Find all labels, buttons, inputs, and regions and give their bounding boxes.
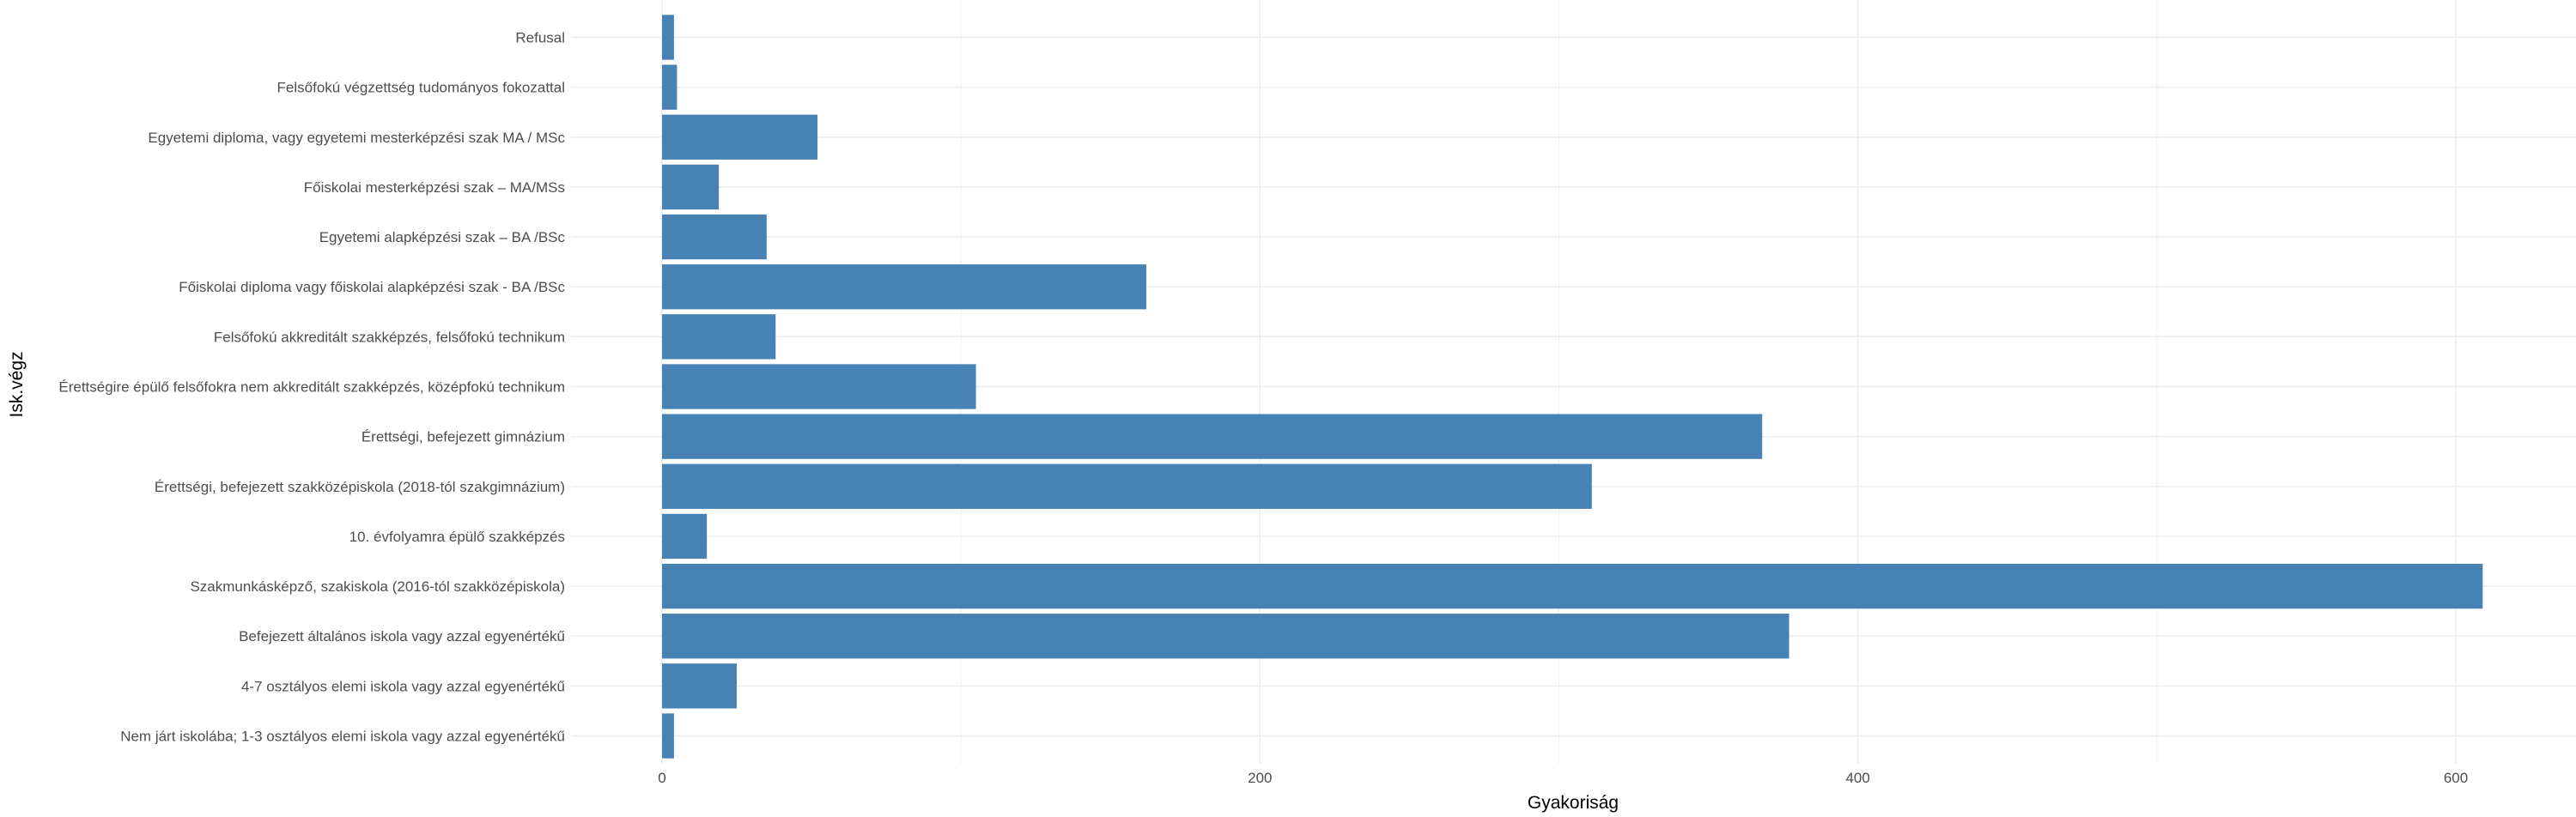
category-label: Befejezett általános iskola vagy azzal e… (239, 628, 565, 645)
bar (662, 364, 976, 409)
category-label: 10. évfolyamra épülő szakképzés (349, 529, 565, 545)
bar (662, 713, 674, 759)
x-tick-label: 200 (1248, 770, 1272, 786)
x-tick-label: 0 (658, 770, 665, 786)
bar (662, 314, 776, 360)
x-tick-label: 600 (2444, 770, 2468, 786)
bar (662, 15, 674, 60)
bar (662, 64, 677, 110)
bar (662, 414, 1763, 459)
bar (662, 563, 2483, 609)
bar (662, 463, 1592, 509)
category-labels: Nem járt iskolába; 1-3 osztályos elemi i… (58, 30, 565, 745)
category-label: Főiskolai mesterképzési szak – MA/MSs (304, 179, 565, 196)
category-label: Nem járt iskolába; 1-3 osztályos elemi i… (120, 729, 565, 745)
x-tick-label: 400 (1845, 770, 1869, 786)
bar (662, 164, 720, 210)
category-label: Szakmunkásképző, szakiskola (2016-tól sz… (190, 578, 565, 595)
bar (662, 214, 767, 260)
category-label: Refusal (515, 30, 565, 46)
bars (662, 15, 2483, 759)
category-label: Érettségi, befejezett szakközépiskola (2… (155, 479, 565, 495)
category-label: Érettségire épülő felsőfokra nem akkredi… (58, 379, 565, 396)
bar (662, 264, 1147, 310)
bar (662, 513, 708, 560)
x-tick-labels: 0 200 400 600 (658, 770, 2468, 786)
category-label: Felsőfokú végzettség tudományos fokozatt… (277, 80, 565, 96)
category-label: Érettségi, befejezett gimnázium (361, 429, 565, 445)
bar (662, 114, 818, 160)
category-label: Főiskolai diploma vagy főiskolai alapkép… (179, 279, 565, 295)
category-label: Egyetemi diploma, vagy egyetemi mesterké… (148, 130, 565, 146)
bar (662, 663, 738, 709)
bar (662, 614, 1789, 659)
category-label: Egyetemi alapképzési szak – BA /BSc (319, 229, 566, 245)
category-label: Felsőfokú akkreditált szakképzés, felsőf… (214, 329, 565, 345)
y-axis-title: Isk.végz (7, 351, 27, 417)
x-axis-title: Gyakoriság (1528, 793, 1619, 813)
category-label: 4-7 osztályos elemi iskola vagy azzal eg… (241, 678, 565, 694)
